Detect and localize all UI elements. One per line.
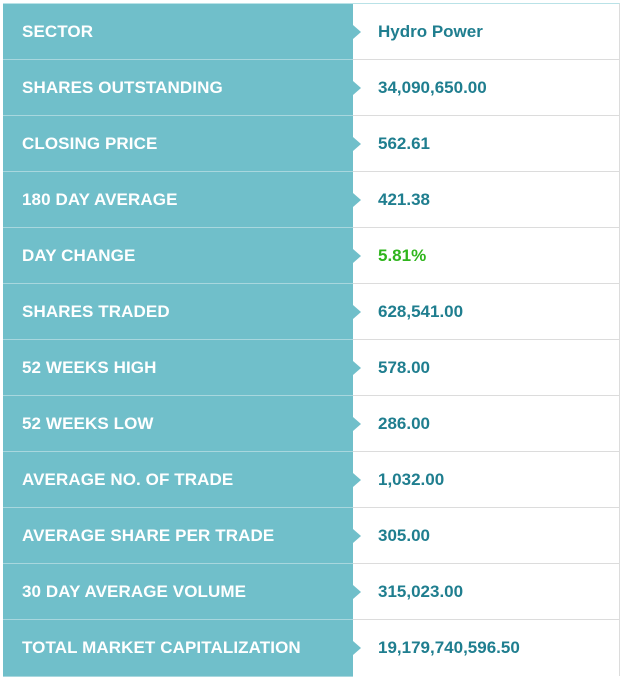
table-row-shares-outstanding: SHARES OUTSTANDING 34,090,650.00 (3, 60, 619, 116)
stock-info-table: SECTOR Hydro Power SHARES OUTSTANDING 34… (3, 3, 620, 677)
table-row-52-weeks-low: 52 WEEKS LOW 286.00 (3, 396, 619, 452)
table-row-average-no-of-trade: AVERAGE NO. OF TRADE 1,032.00 (3, 452, 619, 508)
day-change-value: 5.81% (378, 245, 427, 265)
30-day-average-volume-label: 30 DAY AVERAGE VOLUME (3, 564, 361, 620)
shares-outstanding-value: 34,090,650.00 (378, 77, 487, 97)
day-change-label: DAY CHANGE (3, 228, 361, 284)
table-row-day-change: DAY CHANGE 5.81% (3, 228, 619, 284)
total-market-capitalization-label: TOTAL MARKET CAPITALIZATION (3, 620, 361, 677)
52-weeks-high-value: 578.00 (378, 357, 430, 377)
shares-traded-value: 628,541.00 (378, 301, 464, 321)
closing-price-value: 562.61 (378, 133, 430, 153)
shares-traded-label: SHARES TRADED (3, 284, 361, 340)
52-weeks-low-value: 286.00 (378, 413, 430, 433)
180-day-average-value: 421.38 (378, 189, 430, 209)
table-row-total-market-capitalization: TOTAL MARKET CAPITALIZATION 19,179,740,5… (3, 620, 619, 677)
average-share-per-trade-value: 305.00 (378, 525, 430, 545)
table-row-average-share-per-trade: AVERAGE SHARE PER TRADE 305.00 (3, 508, 619, 564)
table-row-shares-traded: SHARES TRADED 628,541.00 (3, 284, 619, 340)
table-row-180-day-average: 180 DAY AVERAGE 421.38 (3, 172, 619, 228)
average-share-per-trade-label: AVERAGE SHARE PER TRADE (3, 508, 361, 564)
table-row-closing-price: CLOSING PRICE 562.61 (3, 116, 619, 172)
table-row-52-weeks-high: 52 WEEKS HIGH 578.00 (3, 340, 619, 396)
average-no-of-trade-value: 1,032.00 (378, 469, 445, 489)
sector-label: SECTOR (3, 4, 361, 60)
table-row-sector: SECTOR Hydro Power (3, 4, 619, 60)
average-no-of-trade-label: AVERAGE NO. OF TRADE (3, 452, 361, 508)
sector-value: Hydro Power (378, 21, 483, 41)
table-row-30-day-average-volume: 30 DAY AVERAGE VOLUME 315,023.00 (3, 564, 619, 620)
30-day-average-volume-value: 315,023.00 (378, 581, 464, 601)
52-weeks-high-label: 52 WEEKS HIGH (3, 340, 361, 396)
total-market-capitalization-value: 19,179,740,596.50 (378, 638, 520, 657)
180-day-average-label: 180 DAY AVERAGE (3, 172, 361, 228)
shares-outstanding-label: SHARES OUTSTANDING (3, 60, 361, 116)
closing-price-label: CLOSING PRICE (3, 116, 361, 172)
52-weeks-low-label: 52 WEEKS LOW (3, 396, 361, 452)
